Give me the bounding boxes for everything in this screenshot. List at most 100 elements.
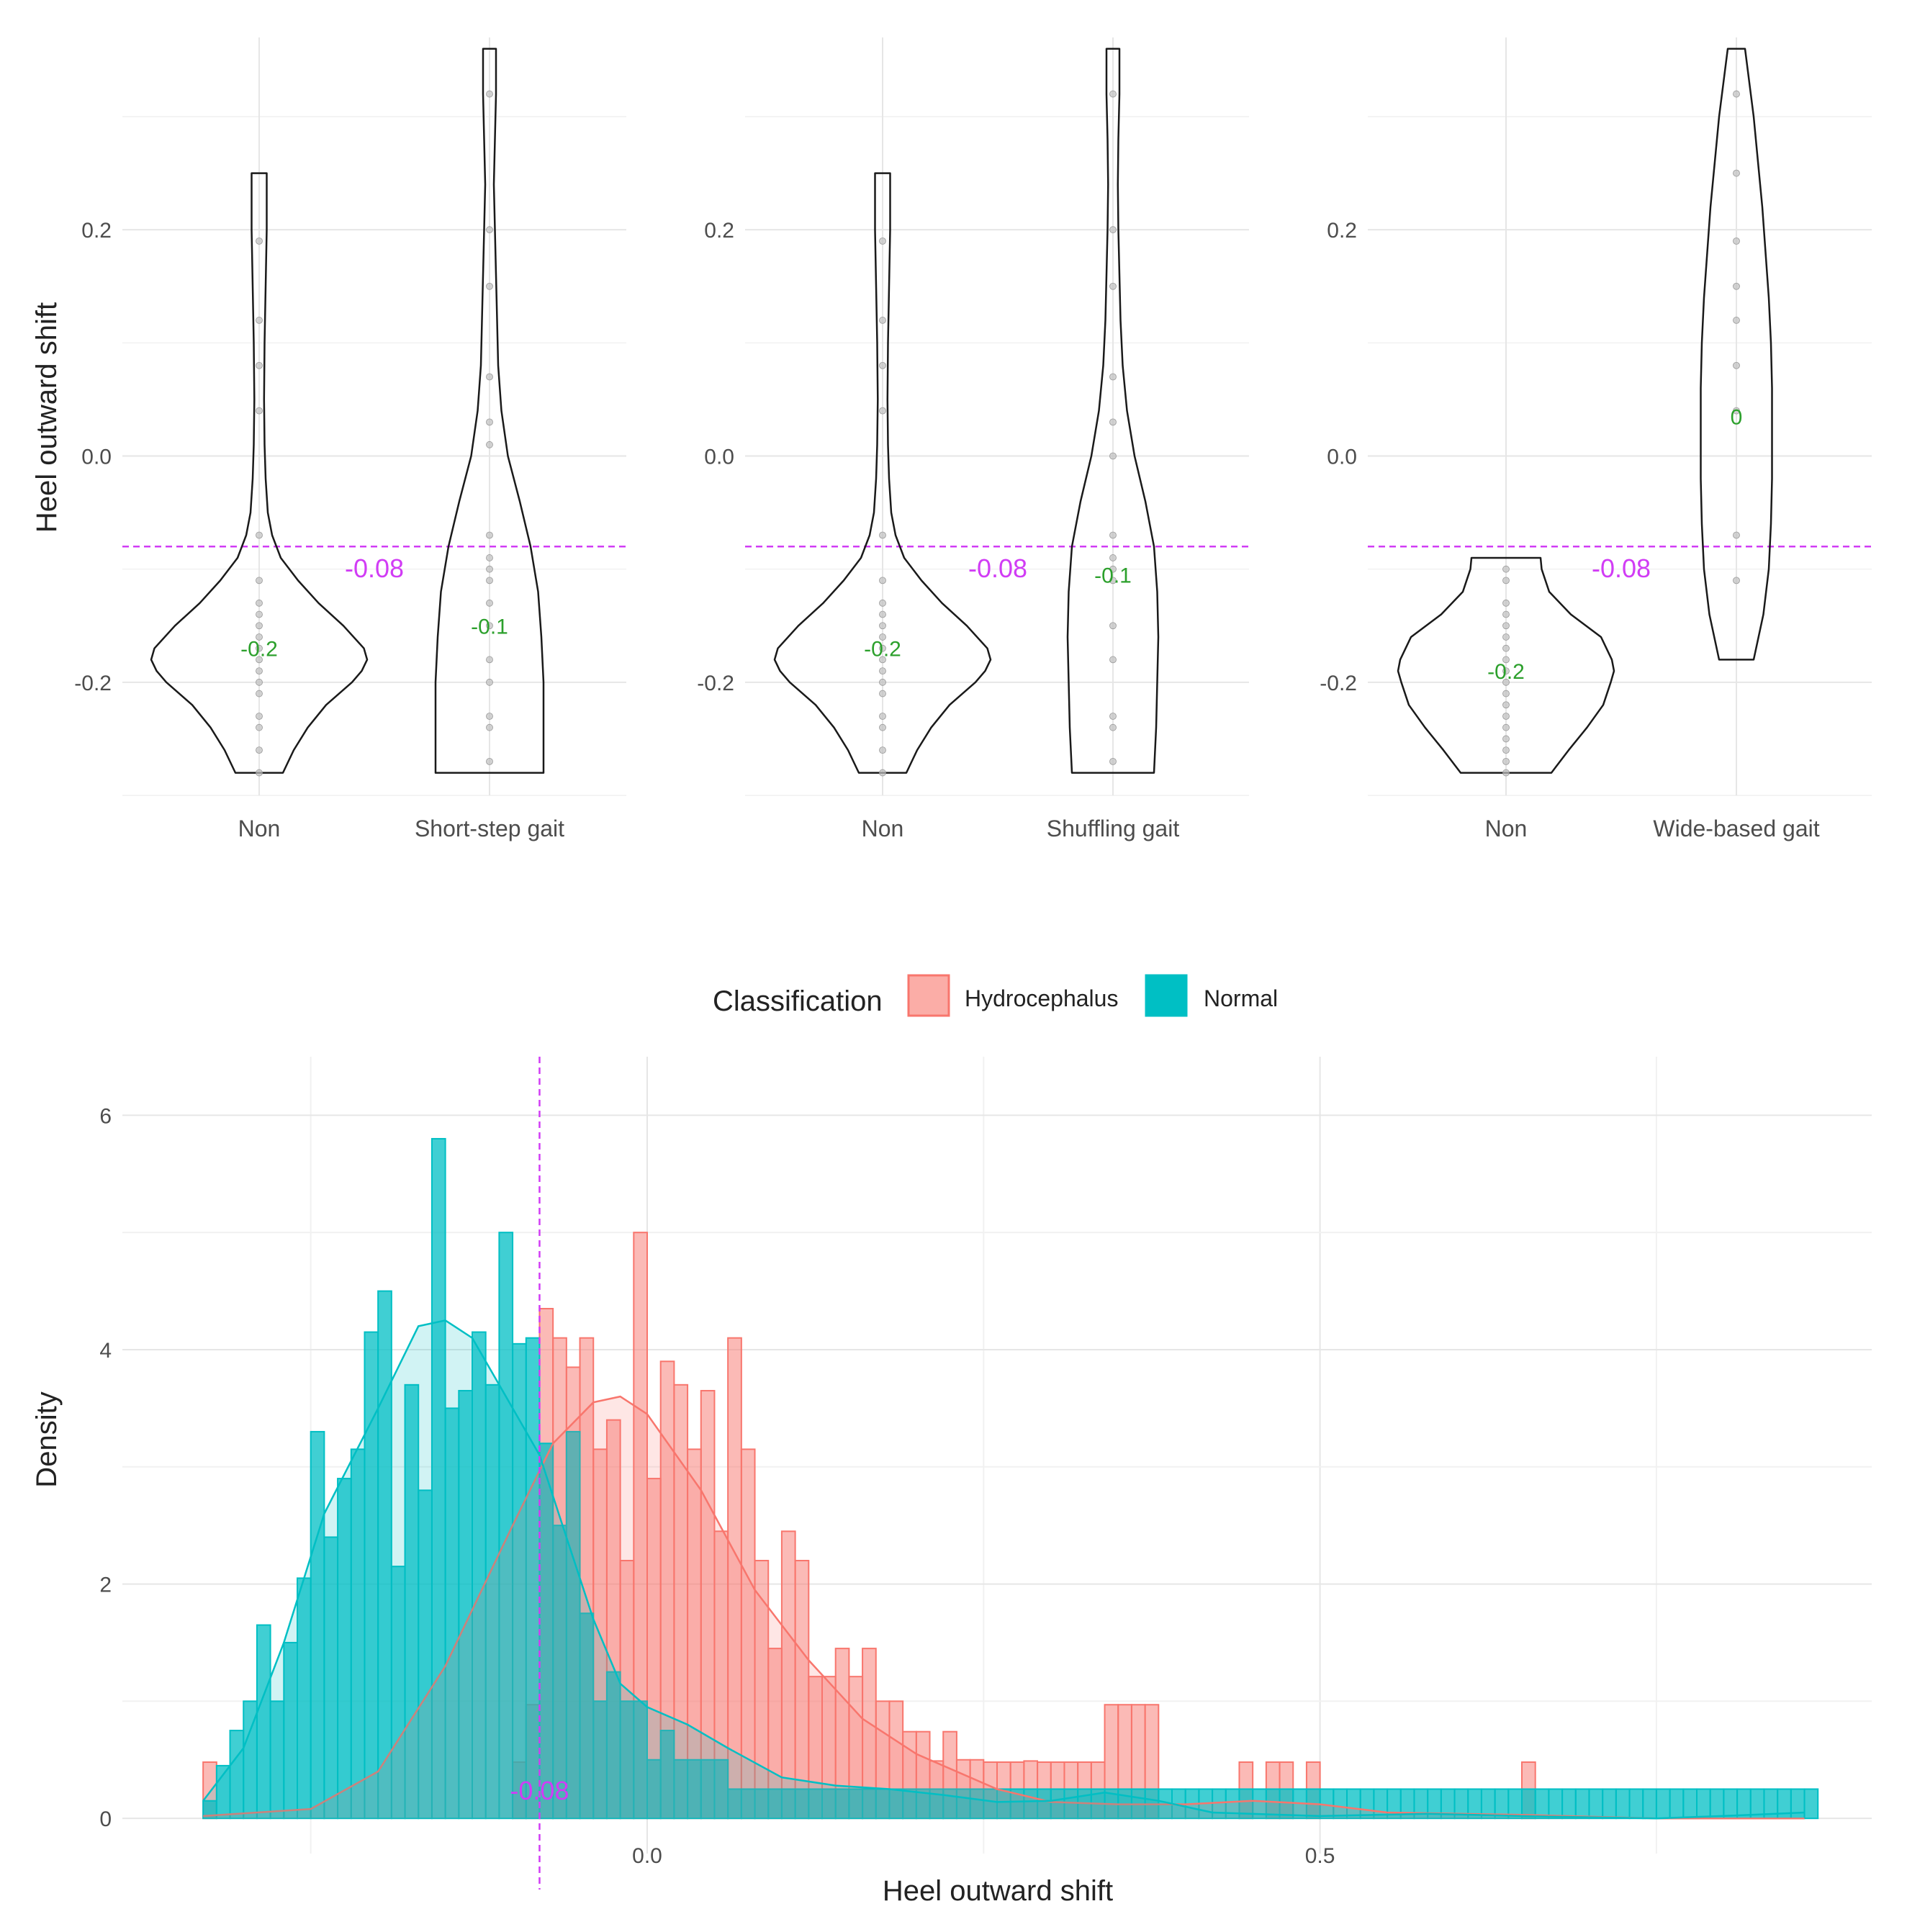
- data-point: [486, 622, 493, 630]
- x-tick-label: 0.5: [1305, 1844, 1335, 1868]
- data-point: [486, 656, 493, 664]
- data-point: [256, 746, 263, 754]
- data-point: [879, 622, 886, 630]
- violin-shape: [1700, 48, 1773, 661]
- data-point: [1502, 577, 1510, 584]
- data-point: [1109, 723, 1117, 731]
- violin-shape: [1397, 556, 1615, 774]
- data-point: [486, 678, 493, 686]
- median-label: -0.1: [471, 615, 508, 638]
- median-label: -0.2: [864, 638, 901, 662]
- histogram-bar-normal: [1574, 1788, 1590, 1820]
- violin-shape: [1066, 48, 1160, 774]
- data-point: [1502, 656, 1510, 664]
- data-point: [1109, 452, 1117, 460]
- data-point: [1109, 90, 1117, 98]
- data-point: [1109, 656, 1117, 664]
- data-point: [879, 769, 886, 777]
- data-point: [1109, 418, 1117, 426]
- data-point: [1733, 577, 1740, 584]
- violin-y-axis-label: Heel outward shift: [31, 302, 63, 533]
- data-point: [486, 90, 493, 98]
- data-point: [1502, 610, 1510, 618]
- data-point: [1733, 407, 1740, 415]
- data-point: [1109, 373, 1117, 381]
- data-point: [879, 599, 886, 607]
- histogram-bar-normal: [1628, 1788, 1644, 1820]
- histogram-bar-normal: [1723, 1788, 1739, 1820]
- threshold-label: -0.08: [968, 554, 1027, 583]
- histogram-bar-normal: [1561, 1788, 1577, 1820]
- data-point: [256, 633, 263, 641]
- data-point: [879, 713, 886, 720]
- threshold-label: -0.08: [345, 554, 404, 583]
- histogram-bar-normal: [1696, 1788, 1711, 1820]
- data-point: [256, 407, 263, 415]
- y-tick-label: -0.2: [74, 672, 112, 695]
- data-point: [1733, 282, 1740, 290]
- y-tick-label: 0: [99, 1807, 112, 1831]
- data-point: [879, 690, 886, 698]
- median-label: -0.2: [1487, 660, 1525, 684]
- density-area-normal: [203, 1320, 1805, 1819]
- data-point: [256, 667, 263, 675]
- data-point: [879, 746, 886, 754]
- histogram-bar-normal: [1642, 1788, 1657, 1820]
- data-point: [486, 554, 493, 561]
- histogram-panel: -0.08 0 2 4 6 0.0 0.5: [99, 1057, 1872, 1890]
- data-point: [1502, 690, 1510, 698]
- violin-shape: [434, 48, 545, 774]
- data-point: [486, 531, 493, 539]
- data-point: [1733, 237, 1740, 245]
- data-point: [1733, 317, 1740, 324]
- histogram-bar-normal: [1669, 1788, 1685, 1820]
- legend-label-normal: Normal: [1204, 985, 1278, 1011]
- data-point: [1502, 565, 1510, 573]
- median-label: 0: [1731, 406, 1743, 430]
- data-point: [1109, 226, 1117, 234]
- data-point: [486, 418, 493, 426]
- y-tick-label: -0.2: [1320, 672, 1357, 695]
- x-tick-label: 0.0: [632, 1844, 662, 1868]
- data-point: [256, 622, 263, 630]
- y-tick-label: 0.2: [1327, 219, 1357, 243]
- y-tick-label: 0.0: [704, 446, 734, 469]
- x-tick-label: Short-step gait: [415, 816, 564, 841]
- data-point: [879, 667, 886, 675]
- threshold-label: -0.08: [1592, 554, 1651, 583]
- data-point: [1733, 361, 1740, 369]
- data-point: [1502, 723, 1510, 731]
- histogram-bar-normal: [1548, 1788, 1564, 1820]
- histogram-bar-normal: [1602, 1788, 1617, 1820]
- x-tick-label: Wide-based gait: [1653, 816, 1819, 841]
- density-line-normal: [202, 1319, 1805, 1820]
- legend-title: Classification: [713, 985, 883, 1017]
- x-tick-label: Shuffling gait: [1047, 816, 1180, 841]
- data-point: [1502, 599, 1510, 607]
- data-point: [1502, 644, 1510, 652]
- y-tick-label: 0.2: [704, 219, 734, 243]
- histogram-bar-normal: [1709, 1788, 1725, 1820]
- data-point: [879, 237, 886, 245]
- threshold-label: -0.08: [510, 1776, 569, 1805]
- data-point: [1109, 554, 1117, 561]
- data-point: [486, 723, 493, 731]
- data-point: [1109, 713, 1117, 720]
- data-point: [1733, 90, 1740, 98]
- violin-panel-wide-based: -0.2 0.0 0.2 Non Wide-based gait -0.08 -0.2 0: [1320, 37, 1872, 841]
- data-point: [1109, 577, 1117, 584]
- histogram-y-axis-label: Density: [31, 1391, 63, 1487]
- legend: Classification Hydrocephalus Normal: [713, 974, 1278, 1017]
- data-point: [879, 633, 886, 641]
- data-point: [1109, 282, 1117, 290]
- x-tick-label: Non: [1485, 816, 1528, 841]
- y-tick-label: 0.2: [81, 219, 112, 243]
- data-point: [256, 690, 263, 698]
- legend-label-hydrocephalus: Hydrocephalus: [965, 985, 1118, 1011]
- violin-shape: [773, 172, 992, 774]
- legend-swatch-normal: [1145, 974, 1188, 1017]
- median-label: -0.2: [240, 638, 278, 662]
- data-point: [879, 644, 886, 652]
- data-point: [879, 656, 886, 664]
